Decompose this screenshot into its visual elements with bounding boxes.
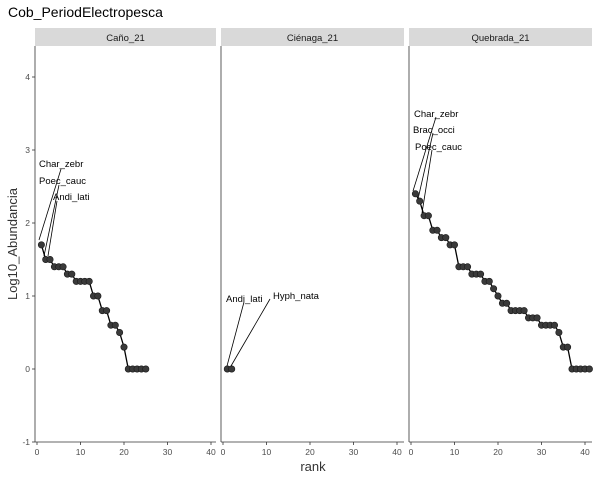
series-line — [40, 244, 146, 370]
data-point — [116, 328, 124, 336]
y-axis: -1 0 1 2 3 4 — [22, 72, 35, 447]
label-leader — [412, 116, 437, 192]
data-point — [533, 314, 541, 322]
x-tick-label: 0 — [221, 447, 226, 457]
x-tick-label: 10 — [76, 447, 86, 457]
label-leader — [47, 200, 58, 257]
data-point — [520, 307, 528, 315]
data-point — [68, 270, 76, 278]
y-tick-label: 4 — [25, 72, 30, 82]
x-tick-label: 30 — [537, 447, 547, 457]
y-tick-label: 1 — [25, 291, 30, 301]
labels-quebrada: Char_zebr Brac_occi Poec_cauc — [412, 109, 462, 214]
strip-label-cienaga: Ciénaga_21 — [287, 33, 338, 44]
data-point — [585, 365, 593, 373]
species-label: Poec_cauc — [39, 176, 86, 187]
strip-label-cano: Caño_21 — [106, 33, 145, 44]
facet-strip-cienaga: Ciénaga_21 — [221, 28, 404, 46]
labels-cano: Char_zebr Poec_cauc Andi_lati — [38, 159, 89, 257]
x-tick-label: 40 — [206, 447, 216, 457]
label-leader — [417, 132, 434, 200]
data-point — [485, 277, 493, 285]
panel-cano — [34, 46, 216, 443]
data-point — [550, 321, 558, 329]
species-label: Char_zebr — [39, 159, 83, 170]
series-cienaga — [223, 365, 236, 373]
data-point — [464, 263, 472, 271]
x-tick-label: 40 — [392, 447, 402, 457]
data-point — [94, 292, 102, 300]
panel-quebrada — [408, 46, 592, 443]
x-tick-label: 0 — [409, 447, 414, 457]
data-point — [111, 321, 119, 329]
species-label: Poec_cauc — [415, 142, 462, 153]
strip-label-quebrada: Quebrada_21 — [471, 33, 529, 44]
x-axis-quebrada: 0 10 20 30 40 — [409, 442, 590, 457]
series-line — [414, 193, 590, 370]
data-point — [442, 234, 450, 242]
data-point — [564, 343, 572, 351]
data-point — [85, 277, 93, 285]
data-point — [424, 212, 432, 220]
data-point — [433, 226, 441, 234]
species-label: Andi_lati — [53, 192, 89, 203]
data-point — [503, 299, 511, 307]
facet-strip-cano: Caño_21 — [35, 28, 216, 46]
y-tick-label: 3 — [25, 145, 30, 155]
label-leader — [421, 149, 433, 214]
series-quebrada — [411, 190, 593, 373]
data-point — [555, 328, 563, 336]
data-point — [120, 343, 128, 351]
data-point — [142, 365, 150, 373]
x-axis-cienaga: 0 10 20 30 40 — [221, 442, 402, 457]
data-point — [450, 241, 458, 249]
x-tick-label: 20 — [119, 447, 129, 457]
panel-cienaga — [220, 46, 404, 443]
x-tick-label: 0 — [35, 447, 40, 457]
species-label: Brac_occi — [413, 125, 455, 136]
data-point — [411, 190, 419, 198]
x-axis-title: rank — [300, 459, 326, 474]
data-point — [490, 285, 498, 293]
species-label: Hyph_nata — [273, 291, 320, 302]
y-tick-label: -1 — [22, 437, 30, 447]
label-leader — [230, 298, 271, 367]
label-leader — [43, 184, 60, 257]
x-tick-label: 40 — [580, 447, 590, 457]
x-tick-label: 30 — [163, 447, 173, 457]
data-point — [46, 255, 54, 263]
labels-cienaga: Andi_lati Hyph_nata — [226, 291, 320, 367]
data-point — [103, 307, 111, 315]
label-leader — [38, 168, 62, 241]
species-label: Char_zebr — [414, 109, 458, 120]
data-point — [228, 365, 236, 373]
x-tick-label: 20 — [493, 447, 503, 457]
chart-title: Cob_PeriodElectropesca — [8, 4, 163, 20]
label-leader — [226, 301, 245, 367]
series-cano — [37, 241, 150, 373]
data-point — [59, 263, 67, 271]
data-point — [416, 197, 424, 205]
data-point — [494, 292, 502, 300]
y-tick-label: 0 — [25, 364, 30, 374]
y-axis-title: Log10_Abundancia — [5, 187, 20, 300]
facet-strip-quebrada: Quebrada_21 — [409, 28, 592, 46]
x-tick-label: 10 — [262, 447, 272, 457]
data-point — [37, 241, 45, 249]
x-tick-label: 20 — [305, 447, 315, 457]
x-axis-cano: 0 10 20 30 40 — [35, 442, 216, 457]
y-tick-label: 2 — [25, 218, 30, 228]
species-label: Andi_lati — [226, 294, 262, 305]
x-tick-label: 30 — [349, 447, 359, 457]
x-tick-label: 10 — [450, 447, 460, 457]
data-point — [477, 270, 485, 278]
